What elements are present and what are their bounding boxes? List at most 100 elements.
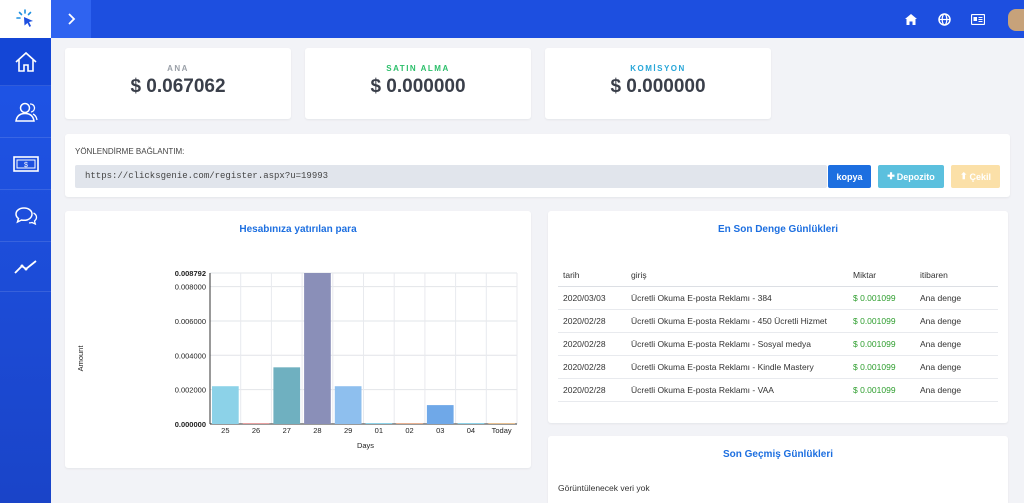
withdraw-button[interactable]: ⬆ Çekil <box>951 165 1000 188</box>
chart-bar <box>334 386 362 424</box>
table-row: 2020/03/03 Ücretli Okuma E-posta Reklamı… <box>558 286 998 310</box>
cell-entry: Ücretli Okuma E-posta Reklamı - 450 Ücre… <box>626 309 848 333</box>
panel-title: En Son Denge Günlükleri <box>717 224 838 235</box>
x-tick-label: 25 <box>221 426 229 435</box>
sidebar-item-messages[interactable] <box>0 190 51 242</box>
cell-amount: $ 0.001099 <box>848 355 915 379</box>
sidebar-item-users[interactable] <box>0 86 51 138</box>
chart-bar <box>212 386 239 424</box>
panel-title: Hesabınıza yatırılan para <box>239 224 357 235</box>
chart-bar <box>396 423 423 424</box>
logo[interactable] <box>0 0 51 38</box>
cell-source: Ana denge <box>915 378 998 402</box>
cell-entry: Ücretli Okuma E-posta Reklamı - VAA <box>626 378 848 402</box>
cell-date: 2020/02/28 <box>558 332 626 356</box>
x-tick-label: 02 <box>405 426 413 435</box>
deposit-label: Depozito <box>896 171 935 182</box>
chart-bar <box>242 423 270 424</box>
x-tick-label: 29 <box>344 426 352 435</box>
y-tick-label: 0.002000 <box>175 386 206 395</box>
table-row: 2020/02/28 Ücretli Okuma E-posta Reklamı… <box>558 309 998 333</box>
home-icon <box>14 51 37 72</box>
y-tick-label: 0.000000 <box>175 420 206 429</box>
column-header-amount: Miktar <box>848 264 915 287</box>
x-tick-label: 26 <box>252 426 260 435</box>
x-tick-label: 04 <box>467 426 475 435</box>
home-icon[interactable] <box>903 11 919 27</box>
x-tick-label: 27 <box>283 426 291 435</box>
x-tick-label: Today <box>492 426 512 435</box>
upload-icon: ⬆ <box>959 171 968 181</box>
cell-date: 2020/02/28 <box>558 355 626 379</box>
cell-amount: $ 0.001099 <box>848 309 915 333</box>
referral-label: YÖNLENDİRME BAĞLANTIM: <box>75 147 185 156</box>
avatar[interactable] <box>1008 9 1024 31</box>
deposit-chart-panel: Hesabınıza yatırılan para 0.000000 0.0020… <box>65 211 531 468</box>
table-row: 2020/02/28 Ücretli Okuma E-posta Reklamı… <box>558 332 998 356</box>
x-tick-label: 03 <box>436 426 444 435</box>
chart-bar <box>365 423 393 424</box>
id-card-icon[interactable] <box>970 11 986 27</box>
y-tick-label: 0.008792 <box>175 269 206 278</box>
referral-link-field[interactable]: https://clicksgenie.com/register.aspx?u=… <box>75 165 827 188</box>
sidebar-item-home[interactable] <box>0 38 51 86</box>
cell-entry: Ücretli Okuma E-posta Reklamı - 384 <box>626 286 848 310</box>
chart-bar <box>457 423 485 424</box>
history-log-panel: Son Geçmiş Günlükleri Görüntülenecek ver… <box>548 436 1008 503</box>
cell-source: Ana denge <box>915 309 998 333</box>
stat-value: $ 0.000000 <box>370 76 466 97</box>
sidebar-toggle-button[interactable] <box>51 0 91 38</box>
stat-card-main: ANA $ 0.067062 <box>65 48 291 119</box>
stat-label: KOMİSYON <box>630 64 686 73</box>
cell-entry: Ücretli Okuma E-posta Reklamı - Sosyal m… <box>626 332 848 356</box>
y-axis-label: Amount <box>76 345 85 372</box>
sidebar-item-money[interactable]: $ <box>0 138 51 190</box>
balance-log-panel: En Son Denge Günlükleri tarih giriş Mikt… <box>548 211 1008 423</box>
referral-card: YÖNLENDİRME BAĞLANTIM: https://clicksgen… <box>65 134 1010 197</box>
copy-button[interactable]: kopya <box>828 165 871 188</box>
withdraw-label: Çekil <box>969 171 992 182</box>
x-tick-label: 01 <box>375 426 383 435</box>
sidebar-item-stats[interactable] <box>0 242 51 292</box>
table-row: 2020/02/28 Ücretli Okuma E-posta Reklamı… <box>558 378 998 402</box>
cell-amount: $ 0.001099 <box>848 332 915 356</box>
cell-amount: $ 0.001099 <box>848 286 915 310</box>
y-tick-label: 0.006000 <box>175 317 206 326</box>
column-header-source: itibaren <box>915 264 998 287</box>
cell-source: Ana denge <box>915 355 998 379</box>
cell-source: Ana denge <box>915 286 998 310</box>
cell-amount: $ 0.001099 <box>848 378 915 402</box>
panel-title: Son Geçmiş Günlükleri <box>722 449 834 460</box>
column-header-date: tarih <box>558 264 626 287</box>
y-tick-label: 0.008000 <box>175 283 206 292</box>
cell-date: 2020/02/28 <box>558 309 626 333</box>
top-bar <box>0 0 1024 38</box>
cell-date: 2020/03/03 <box>558 286 626 310</box>
chart-bar <box>304 273 331 424</box>
cell-entry: Ücretli Okuma E-posta Reklamı - Kindle M… <box>626 355 848 379</box>
stat-label: ANA <box>167 64 189 73</box>
chart-bar <box>488 423 515 424</box>
balance-log-table: tarih giriş Miktar itibaren 2020/03/03 Ü… <box>558 264 998 402</box>
stat-value: $ 0.000000 <box>610 76 706 97</box>
chevron-right-icon <box>68 13 76 25</box>
chart-bar <box>426 405 454 424</box>
table-row: 2020/02/28 Ücretli Okuma E-posta Reklamı… <box>558 355 998 379</box>
plus-icon: ✚ <box>887 171 895 181</box>
svg-text:$: $ <box>24 162 28 169</box>
cell-source: Ana denge <box>915 332 998 356</box>
x-tick-label: 28 <box>313 426 321 435</box>
sidebar: $ <box>0 38 51 503</box>
stat-card-commission: KOMİSYON $ 0.000000 <box>545 48 771 119</box>
x-axis-label: Days <box>357 441 374 450</box>
stat-value: $ 0.067062 <box>130 76 226 97</box>
trend-icon <box>13 259 37 274</box>
column-header-entry: giriş <box>626 264 848 287</box>
globe-icon[interactable] <box>936 11 952 27</box>
stat-card-purchase: SATIN ALMA $ 0.000000 <box>305 48 531 119</box>
chart-bar <box>273 367 301 424</box>
deposit-button[interactable]: ✚ Depozito <box>878 165 944 188</box>
y-tick-label: 0.004000 <box>175 351 206 360</box>
users-icon <box>14 102 38 122</box>
cell-date: 2020/02/28 <box>558 378 626 402</box>
